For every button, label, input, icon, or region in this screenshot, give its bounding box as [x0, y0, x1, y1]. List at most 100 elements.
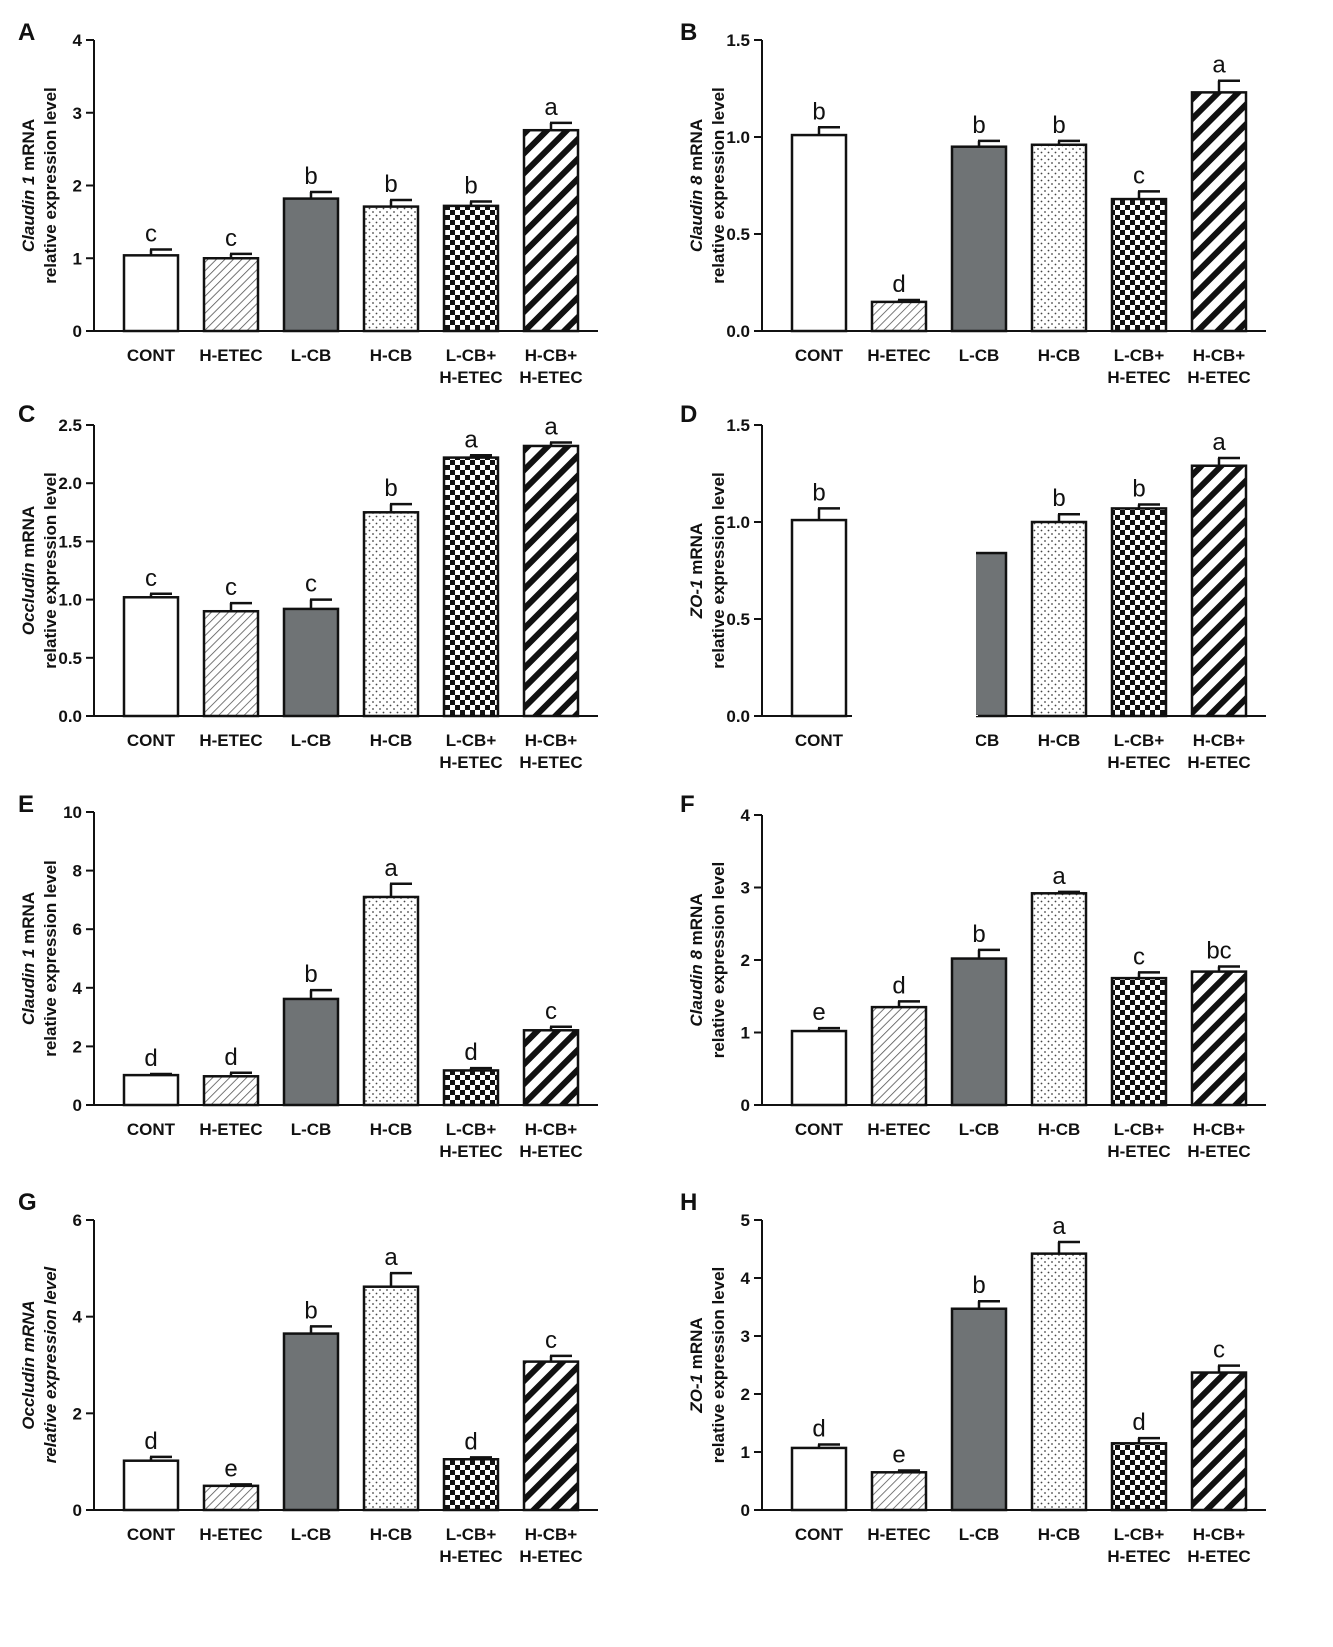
significance-letter: a — [464, 426, 478, 453]
bar-h-etec — [202, 257, 260, 333]
significance-letter: c — [1133, 943, 1145, 970]
panel-e: E 0 2 4 6 8 10 Claudin 1 mRNA relative expressio… — [18, 791, 598, 1161]
x-tick-label: CONT — [795, 1525, 844, 1544]
significance-letter: bc — [1206, 938, 1231, 965]
x-tick-label: H-ETEC — [1107, 1547, 1170, 1566]
y-tick-label: 2.5 — [58, 416, 82, 435]
x-tick-label: H-CB+ — [1193, 346, 1245, 365]
y-tick-label: 2 — [73, 1404, 82, 1423]
significance-letter: d — [144, 1428, 157, 1455]
bar-h-cb-h-etec — [522, 444, 580, 718]
panel-letter: A — [18, 19, 35, 46]
bar-l-cb — [282, 1332, 340, 1512]
bar-h-cb — [362, 1285, 420, 1512]
y-axis-label-unit: relative expression level — [41, 87, 60, 284]
y-tick-label: 6 — [73, 1211, 82, 1230]
bar-h-cb-h-etec — [1190, 1371, 1248, 1512]
x-tick-label: H-ETEC — [1187, 1142, 1250, 1161]
significance-letter: b — [1132, 476, 1145, 503]
x-tick-label: L-CB — [959, 1120, 1000, 1139]
significance-letter: a — [1212, 52, 1226, 79]
bar-l-cb-h-etec — [442, 1458, 500, 1512]
bar-h-cb-h-etec — [1190, 464, 1248, 718]
bar-l-cb-h-etec — [442, 456, 500, 718]
y-tick-label: 2 — [741, 951, 750, 970]
y-tick-label: 0 — [73, 1501, 82, 1520]
y-tick-label: 1 — [73, 249, 82, 268]
panel-letter: H — [680, 1189, 697, 1216]
x-tick-label: H-ETEC — [1187, 368, 1250, 387]
y-axis-label-unit: relative expression level — [41, 1265, 60, 1463]
y-tick-label: 0.0 — [726, 322, 750, 341]
x-tick-label: CONT — [127, 1120, 176, 1139]
x-tick-label: CONT — [127, 731, 176, 750]
y-tick-label: 1.0 — [58, 591, 82, 610]
significance-letter: b — [1052, 485, 1065, 512]
y-tick-label: 0.5 — [58, 649, 82, 668]
x-tick-label: H-CB — [370, 1120, 413, 1139]
significance-letter: a — [544, 413, 558, 440]
x-tick-label: H-CB+ — [525, 1525, 577, 1544]
bar-l-cb — [950, 145, 1008, 333]
bar-cont — [122, 596, 180, 718]
significance-letter: c — [225, 225, 237, 252]
x-tick-label: L-CB — [291, 1120, 332, 1139]
panel-letter: G — [18, 1189, 37, 1216]
significance-letter: d — [464, 1428, 477, 1455]
x-tick-label: H-ETEC — [867, 346, 930, 365]
y-tick-label: 5 — [741, 1211, 750, 1230]
significance-letter: a — [1052, 1213, 1066, 1240]
y-tick-label: 1 — [741, 1024, 750, 1043]
bar-cont — [122, 1073, 180, 1107]
x-tick-label: L-CB — [291, 731, 332, 750]
y-tick-label: 3 — [73, 104, 82, 123]
y-axis-label-unit: relative expression level — [709, 472, 728, 669]
significance-letter: b — [384, 475, 397, 502]
bar-l-cb-h-etec — [1110, 197, 1168, 333]
x-tick-label: H-CB+ — [1193, 731, 1245, 750]
bar-h-etec — [202, 1484, 260, 1512]
bar-h-cb — [1030, 143, 1088, 333]
x-tick-label: L-CB — [959, 346, 1000, 365]
y-tick-label: 6 — [73, 920, 82, 939]
x-tick-label: H-ETEC — [439, 753, 502, 772]
x-tick-label: H-CB — [1038, 346, 1081, 365]
bar-h-cb — [362, 895, 420, 1107]
x-tick-label: H-ETEC — [199, 1525, 262, 1544]
x-tick-label: H-ETEC — [199, 1120, 262, 1139]
x-tick-label: H-ETEC — [1107, 368, 1170, 387]
panel-letter: F — [680, 791, 695, 818]
significance-letter: c — [145, 565, 157, 592]
panel-letter: B — [680, 19, 697, 46]
bar-h-etec — [870, 1005, 928, 1107]
significance-letter: b — [972, 112, 985, 139]
bar-h-cb — [362, 511, 420, 718]
significance-letter: d — [892, 271, 905, 298]
bar-cont — [790, 1029, 848, 1107]
bar-l-cb — [282, 607, 340, 718]
significance-letter: c — [1213, 1337, 1225, 1364]
x-tick-label: L-CB+ — [1114, 731, 1165, 750]
x-tick-label: CONT — [795, 1120, 844, 1139]
significance-letter: b — [384, 171, 397, 198]
y-tick-label: 8 — [73, 862, 82, 881]
bar-l-cb-h-etec — [1110, 976, 1168, 1107]
x-tick-label: H-CB — [1038, 1120, 1081, 1139]
bar-h-etec — [202, 609, 260, 718]
x-tick-label: H-CB+ — [1193, 1525, 1245, 1544]
panel-f: F 0 1 2 3 4 Claudin 8 mRNA relative expression … — [680, 791, 1266, 1161]
bar-h-cb-h-etec — [522, 1029, 580, 1107]
x-tick-label: H-ETEC — [199, 731, 262, 750]
y-tick-label: 1 — [741, 1443, 750, 1462]
y-tick-label: 0.5 — [726, 610, 750, 629]
panel-a: A 0 1 2 3 4 Claudin 1 mRNA relative expression … — [18, 19, 598, 387]
significance-letter: e — [812, 999, 825, 1026]
y-axis-label-gene: ZO-1 mRNA — [687, 523, 706, 619]
significance-letter: b — [812, 479, 825, 506]
y-axis-label-gene: Claudin 1 mRNA — [19, 119, 38, 252]
blank-axis-gap — [854, 715, 978, 716]
bar-h-cb-h-etec — [522, 128, 580, 333]
x-tick-label: L-CB — [959, 1525, 1000, 1544]
bar-h-cb — [1030, 892, 1088, 1107]
bar-l-cb — [282, 197, 340, 333]
